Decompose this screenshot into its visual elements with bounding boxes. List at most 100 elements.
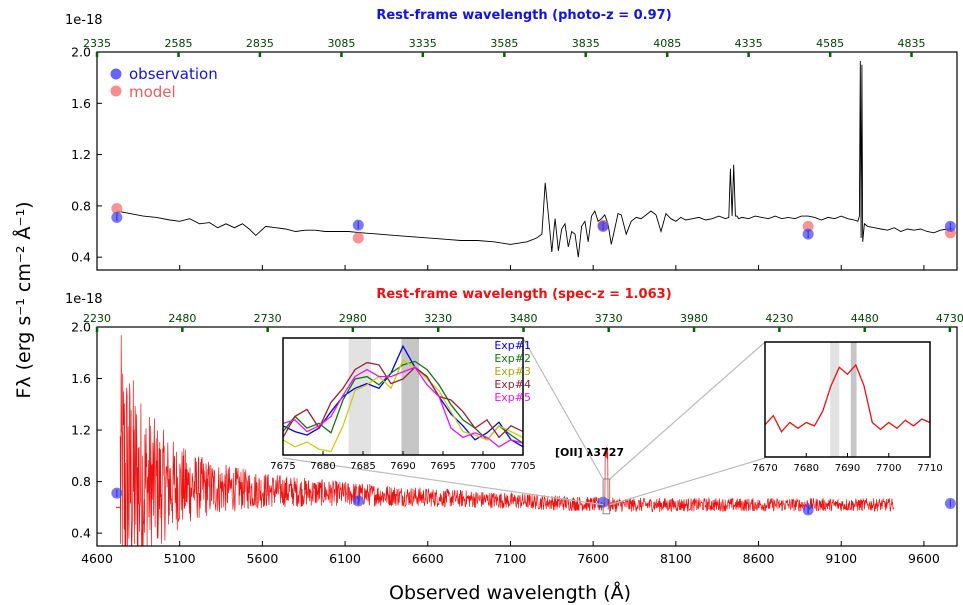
- x-tick-label: 8100: [660, 551, 692, 566]
- inset-lines: [765, 363, 930, 433]
- top-axis-tick-label: 2730: [254, 312, 282, 325]
- x-tick-label: 8600: [743, 551, 775, 566]
- inset-x-tick-label: 7680: [310, 461, 335, 472]
- observation-point: [111, 487, 123, 499]
- y-tick-label: 1.6: [71, 96, 91, 111]
- top-axis-tick-label: 2230: [83, 312, 111, 325]
- plot-frame: [96, 51, 958, 271]
- inset-x-tick-label: 7710: [917, 463, 942, 474]
- y-tick-label: 1.2: [71, 423, 91, 438]
- top-axis-tick-label: 2980: [339, 312, 367, 325]
- x-tick-label: 9600: [908, 551, 940, 566]
- x-tick-label: 9100: [825, 551, 857, 566]
- inset-x-tick-label: 7705: [510, 461, 535, 472]
- top-axis-tick-label: 2585: [165, 37, 193, 50]
- inset-left-panel: 7675 7680 7685 7690 7695 7700 7705: [270, 337, 536, 472]
- legend: observation model: [110, 65, 218, 101]
- inset-legend-exp3: Exp#3: [494, 365, 531, 378]
- top-axis-tick-label: 3980: [680, 312, 708, 325]
- inset-series-line: [283, 366, 523, 448]
- observed-spectrum-line: [119, 335, 895, 546]
- top-axis-tick-label: 3480: [510, 312, 538, 325]
- top-axis-tick-label: 2835: [246, 37, 274, 50]
- x-tick-label: 7100: [495, 551, 527, 566]
- x-tick-label: 6600: [412, 551, 444, 566]
- bottom-panel-exponent: 1e-18: [65, 292, 103, 307]
- legend-observation-marker: [110, 68, 122, 80]
- shaded-band: [348, 338, 371, 455]
- oii-annotation: [OII] λ3727: [555, 446, 624, 459]
- inset-series-line: [283, 361, 523, 439]
- top-axis-tick-label: 4230: [765, 312, 793, 325]
- top-axis-tick-label: 4835: [898, 37, 926, 50]
- observation-point: [352, 495, 364, 507]
- model-point: [111, 202, 123, 214]
- model-point: [802, 220, 814, 232]
- model-spectrum-line: [116, 60, 953, 258]
- y-tick-label: 2.0: [71, 320, 91, 335]
- top-axis-tick-label: 3835: [572, 37, 600, 50]
- x-tick-label: 5100: [164, 551, 196, 566]
- top-axis-tick-label: 4730: [936, 312, 963, 325]
- shaded-band: [401, 338, 419, 455]
- inset-legend-exp1: Exp#1: [494, 339, 531, 352]
- inset-series-line: [765, 363, 930, 433]
- inset-x-tick-label: 7700: [470, 461, 495, 472]
- y-tick-label: 0.8: [71, 474, 91, 489]
- inset-lines: [283, 344, 523, 453]
- x-tick-label: 5600: [246, 551, 278, 566]
- y-tick-label: 0.8: [71, 198, 91, 213]
- top-axis-tick-label: 3335: [409, 37, 437, 50]
- connector-line: [609, 457, 766, 506]
- observation-point: [352, 219, 364, 231]
- legend-model-marker: [110, 85, 122, 97]
- connector-line: [282, 457, 604, 506]
- x-tick-label: 7600: [577, 551, 609, 566]
- bottom-panel-title: Rest-frame wavelength (spec-z = 1.063): [376, 287, 671, 302]
- observation-point: [597, 220, 609, 232]
- top-axis-tick-label: 3585: [490, 37, 518, 50]
- model-point: [352, 232, 364, 244]
- observation-point: [111, 211, 123, 223]
- inset-x-tick-label: 7695: [430, 461, 455, 472]
- top-axis-tick-label: 4585: [816, 37, 844, 50]
- bottom-panel: 4600 5100 5600 6100 6600 7100 7600 8100 8600 9100…: [71, 312, 963, 566]
- connector-line: [609, 341, 766, 480]
- x-tick-label: 6100: [329, 551, 361, 566]
- connector-line: [522, 337, 604, 480]
- shaded-band: [850, 342, 857, 457]
- observation-point: [802, 504, 814, 516]
- top-axis-tick-label: 3085: [327, 37, 355, 50]
- legend-model-label: model: [129, 83, 176, 101]
- inset-x-tick-label: 7685: [350, 461, 375, 472]
- top-axis-tick-label: 4480: [851, 312, 879, 325]
- top-panel-exponent: 1e-18: [65, 13, 103, 28]
- inset-legend-exp5: Exp#5: [494, 391, 531, 404]
- inset-right-panel: 7670 7680 7690 7700 7710: [752, 341, 943, 474]
- spectrum-group: [116, 335, 895, 546]
- top-axis-tick-label: 4335: [735, 37, 763, 50]
- plot-frame: [96, 326, 958, 547]
- inset-x-tick-label: 7700: [876, 463, 901, 474]
- observation-point: [944, 497, 956, 509]
- inset-x-tick-label: 7690: [390, 461, 415, 472]
- y-tick-label: 1.2: [71, 147, 91, 162]
- observation-point: [944, 220, 956, 232]
- inset-legend: Exp#1 Exp#2 Exp#3 Exp#4 Exp#5: [494, 339, 531, 404]
- top-axis-tick-label: 3730: [595, 312, 623, 325]
- y-tick-label: 2.0: [71, 45, 91, 60]
- inset-legend-exp2: Exp#2: [494, 352, 531, 365]
- observation-point: [802, 228, 814, 240]
- top-axis-tick-label: 3230: [424, 312, 452, 325]
- top-axis-tick-label: 2480: [168, 312, 196, 325]
- top-axis-tick-label: 2335: [83, 37, 111, 50]
- top-axis-tick-label: 4085: [653, 37, 681, 50]
- x-tick-label: 4600: [81, 551, 113, 566]
- legend-observation-label: observation: [129, 65, 218, 83]
- inset-x-tick-label: 7675: [270, 461, 295, 472]
- inset-background: [765, 342, 930, 457]
- top-panel-title: Rest-frame wavelength (photo-z = 0.97): [376, 8, 671, 23]
- y-tick-label: 0.4: [71, 250, 91, 265]
- y-tick-label: 0.4: [71, 526, 91, 541]
